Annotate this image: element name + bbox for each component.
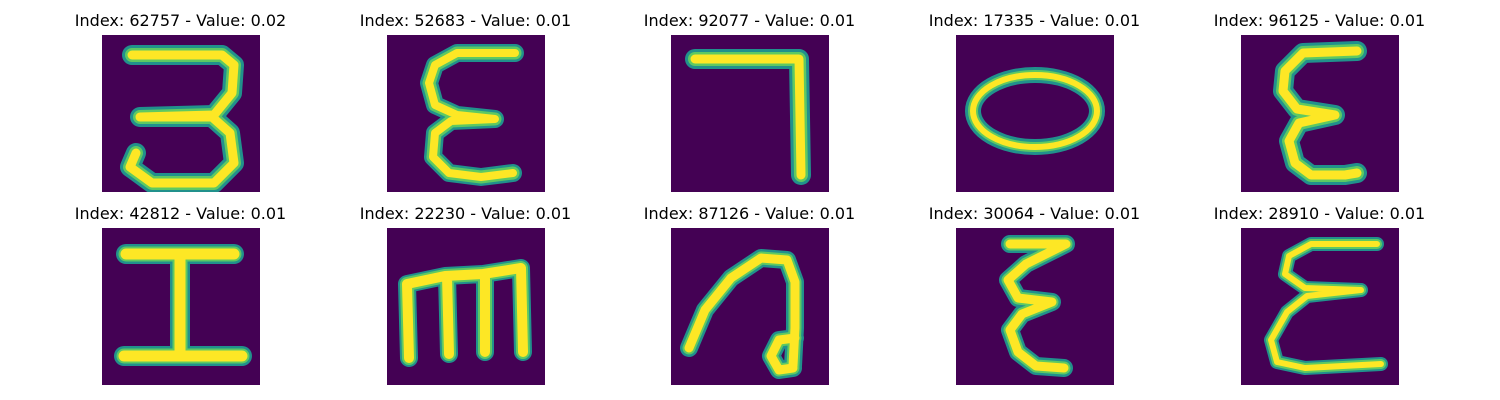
panel-2: Index: 52683 - Value: 0.01	[323, 11, 608, 201]
digit-image	[102, 35, 260, 192]
panel-title: Index: 52683 - Value: 0.01	[359, 11, 572, 30]
digit-image	[956, 35, 1114, 192]
panel-title: Index: 28910 - Value: 0.01	[1213, 204, 1426, 223]
panel-7: Index: 22230 - Value: 0.01	[323, 204, 608, 394]
digit-image	[671, 228, 829, 385]
panel-8: Index: 87126 - Value: 0.01	[607, 204, 892, 394]
digit-image	[956, 228, 1114, 385]
panel-title: Index: 87126 - Value: 0.01	[643, 204, 856, 223]
digit-image	[387, 35, 545, 192]
digit-image	[1241, 228, 1399, 385]
panel-title: Index: 92077 - Value: 0.01	[643, 11, 856, 30]
panel-4: Index: 17335 - Value: 0.01	[892, 11, 1177, 201]
panel-title: Index: 30064 - Value: 0.01	[928, 204, 1141, 223]
glyph-7-like	[685, 49, 811, 185]
glyph-epsilon-like	[999, 235, 1075, 377]
glyph-i-like	[114, 244, 252, 366]
glyph-a-like	[680, 249, 804, 379]
panel-title: Index: 22230 - Value: 0.01	[359, 204, 572, 223]
glyph-epsilon-like	[1273, 41, 1367, 185]
panel-9: Index: 30064 - Value: 0.01	[892, 204, 1177, 394]
panel-6: Index: 42812 - Value: 0.01	[38, 204, 323, 394]
panel-10: Index: 28910 - Value: 0.01	[1177, 204, 1462, 394]
digit-image	[671, 35, 829, 192]
panel-5: Index: 96125 - Value: 0.01	[1177, 11, 1462, 201]
panel-title: Index: 62757 - Value: 0.02	[74, 11, 287, 30]
panel-title: Index: 42812 - Value: 0.01	[74, 204, 287, 223]
panel-title: Index: 96125 - Value: 0.01	[1213, 11, 1426, 30]
panel-title: Index: 17335 - Value: 0.01	[928, 11, 1141, 30]
digit-image	[387, 228, 545, 385]
digit-image	[102, 228, 260, 385]
panel-3: Index: 92077 - Value: 0.01	[607, 11, 892, 201]
glyph-epsilon-like	[420, 44, 524, 186]
glyph-3-like	[120, 45, 244, 192]
glyph-m-like	[398, 259, 532, 367]
glyph-o-like	[965, 67, 1105, 155]
glyph-epsilon-like	[1264, 237, 1388, 375]
panel-1: Index: 62757 - Value: 0.02	[38, 11, 323, 201]
digit-image	[1241, 35, 1399, 192]
